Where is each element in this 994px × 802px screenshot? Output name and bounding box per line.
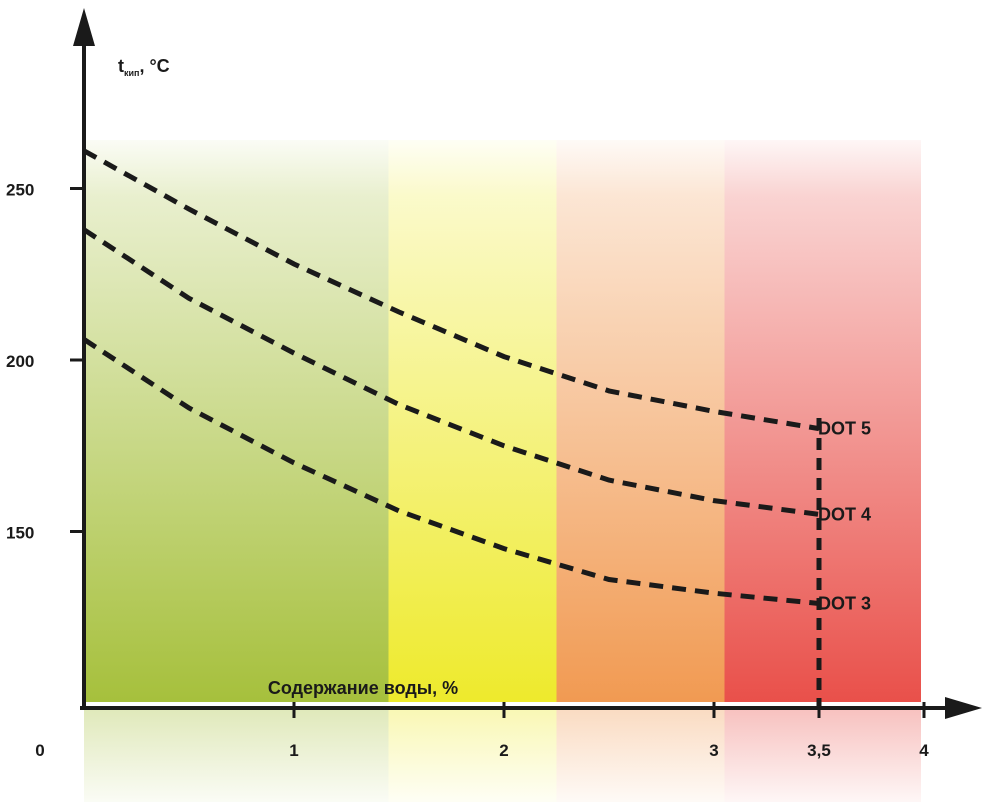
y-tick-label: 250: [6, 181, 34, 200]
series-line-dot-3: [82, 337, 820, 606]
zone-lower-3: [724, 710, 921, 802]
series-label: DOT 3: [818, 594, 871, 614]
series-label: DOT 5: [818, 419, 871, 439]
zone-lower-2: [556, 710, 725, 802]
zone-0: [84, 140, 389, 702]
labels: 0 1 2 3 3,5 4 150 200 250 DOT 5 DOT 4 DOT 3 Содержан…: [6, 56, 929, 760]
series-line-dot-5: [82, 148, 820, 432]
x-tick-label: 3,5: [807, 741, 831, 760]
series-label: DOT 4: [818, 504, 871, 524]
x-tick-label: 1: [289, 741, 298, 760]
y-axis-arrow: [73, 8, 95, 46]
series-line-dot-4: [82, 227, 820, 517]
zone-3: [724, 140, 921, 702]
x-axis-title: Содержание воды, %: [268, 678, 458, 698]
x-tick-label: 2: [499, 741, 508, 760]
y-axis-title: tкип, °C: [118, 56, 170, 78]
y-tick-label: 150: [6, 524, 34, 543]
x-tick-label: 4: [919, 741, 929, 760]
series-lines: [82, 148, 822, 710]
y-tick-label: 200: [6, 352, 34, 371]
x-tick-label: 3: [709, 741, 718, 760]
x-tick-label: 0: [35, 741, 44, 760]
zone-2: [556, 140, 725, 702]
zone-lower-0: [84, 710, 389, 802]
lower-zones: [84, 710, 921, 802]
zone-1: [388, 140, 557, 702]
axes: [70, 8, 982, 719]
zone-lower-1: [388, 710, 557, 802]
x-axis-arrow: [945, 697, 982, 719]
